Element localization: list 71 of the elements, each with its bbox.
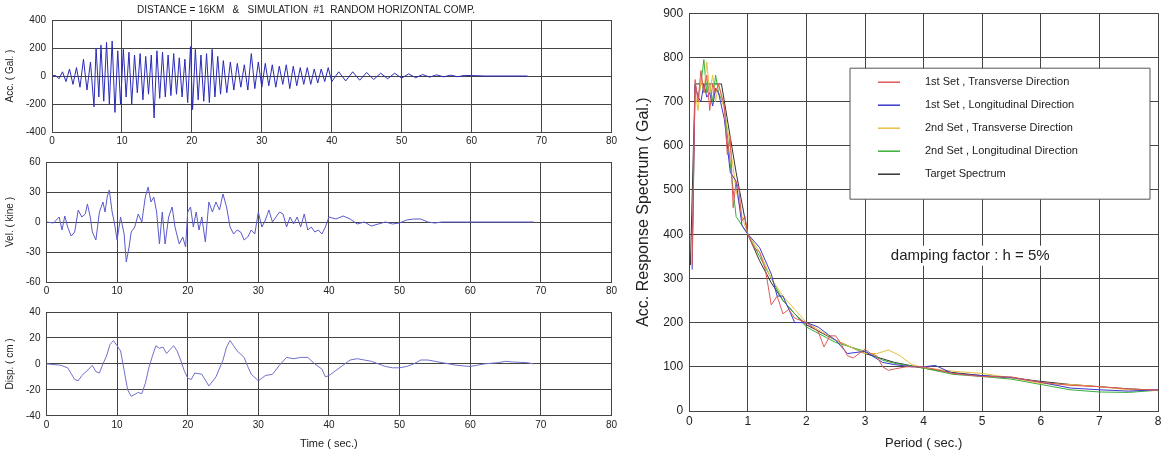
- x-tick-label: 10: [116, 134, 128, 146]
- x-tick-label: 80: [605, 284, 618, 296]
- x-tick-label: 4: [920, 413, 928, 428]
- legend-label: 2nd Set , Transverse Direction: [925, 121, 1073, 134]
- x-tick-label: 3: [861, 413, 869, 428]
- y-tick-label: 500: [663, 182, 684, 197]
- y-axis-title: Acc. ( Gal. ): [3, 49, 15, 103]
- x-tick-label: 5: [978, 413, 986, 428]
- y-tick-label: 0: [34, 357, 41, 369]
- x-tick-label: 70: [535, 284, 547, 296]
- y-axis-title: Acc. Response Spectrum ( Gal.): [634, 97, 652, 327]
- x-tick-label: 7: [1096, 413, 1104, 428]
- x-tick-label: 6: [1037, 413, 1045, 428]
- y-axis-title: Vel. ( kine ): [3, 196, 15, 248]
- y-tick-label: 30: [29, 185, 41, 197]
- x-tick-label: 30: [252, 418, 265, 430]
- y-tick-label: 900: [663, 5, 684, 20]
- x-tick-label: 50: [394, 284, 406, 296]
- y-tick-label: 800: [663, 49, 684, 64]
- y-tick-label: -30: [26, 245, 41, 257]
- y-tick-label: 0: [676, 403, 684, 418]
- x-tick-label: 2: [803, 413, 811, 428]
- x-axis-title: Time ( sec.): [300, 437, 358, 450]
- legend-label: 2nd Set , Longitudinal Direction: [925, 144, 1078, 157]
- y-axis-title: Disp. ( cm ): [3, 338, 15, 390]
- x-tick-label: 50: [396, 134, 408, 146]
- annotation: damping factor : h = 5%: [890, 246, 1050, 263]
- y-tick-label: -200: [26, 97, 47, 109]
- x-tick-label: 60: [464, 418, 477, 430]
- x-tick-label: 50: [394, 418, 406, 430]
- x-tick-label: 40: [323, 284, 335, 296]
- x-tick-label: 20: [182, 418, 194, 430]
- y-tick-label: 300: [663, 270, 684, 285]
- x-tick-label: 60: [466, 134, 478, 146]
- x-tick-label: 20: [186, 134, 198, 146]
- x-tick-label: 30: [256, 134, 268, 146]
- x-tick-label: 40: [326, 134, 338, 146]
- x-tick-label: 1: [744, 413, 752, 428]
- legend-label: 1st Set , Longitudinal Direction: [925, 98, 1075, 111]
- y-tick-label: 100: [663, 359, 684, 374]
- x-tick-label: 10: [111, 418, 124, 430]
- y-tick-label: 60: [29, 155, 41, 167]
- y-tick-label: 600: [663, 138, 684, 153]
- x-tick-label: 0: [49, 134, 56, 146]
- y-tick-label: -400: [26, 125, 47, 137]
- y-tick-label: 0: [34, 215, 41, 227]
- x-tick-label: 70: [535, 418, 547, 430]
- y-tick-label: -20: [26, 383, 41, 395]
- y-tick-label: -60: [26, 275, 41, 287]
- x-axis-title: Period ( sec.): [884, 434, 963, 450]
- x-tick-label: 30: [252, 284, 265, 296]
- y-tick-label: 200: [663, 314, 684, 329]
- y-tick-label: -40: [26, 409, 41, 421]
- x-tick-label: 40: [323, 418, 335, 430]
- legend-label: 1st Set , Transverse Direction: [925, 75, 1070, 88]
- y-tick-label: 200: [29, 41, 47, 53]
- legend-label: Target Spectrum: [925, 167, 1006, 180]
- x-tick-label: 80: [605, 418, 618, 430]
- y-tick-label: 400: [663, 226, 684, 241]
- x-tick-label: 8: [1154, 413, 1162, 428]
- chart-title: DISTANCE = 16KM & SIMULATION #1 RANDOM HORIZONTAL COMP.: [136, 3, 476, 15]
- y-tick-label: 0: [40, 69, 47, 81]
- x-tick-label: 80: [605, 134, 618, 146]
- y-tick-label: 700: [663, 93, 684, 108]
- x-tick-label: 60: [464, 284, 477, 296]
- x-tick-label: 70: [535, 134, 548, 146]
- y-tick-label: 20: [29, 331, 41, 343]
- x-tick-label: 10: [111, 284, 124, 296]
- x-tick-label: 20: [182, 284, 194, 296]
- y-tick-label: 400: [29, 13, 47, 25]
- y-tick-label: 40: [29, 305, 41, 317]
